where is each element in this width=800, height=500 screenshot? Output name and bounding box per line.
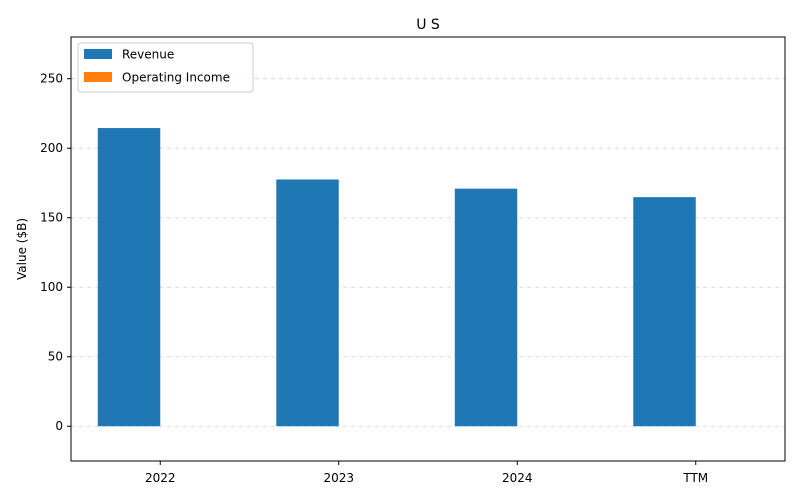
y-tick-label: 100 [40, 280, 63, 294]
legend-frame [77, 42, 254, 93]
y-tick-label: 150 [40, 211, 63, 225]
bar-revenue-2024 [454, 188, 518, 427]
y-tick-label: 200 [40, 141, 63, 155]
legend-label-revenue: Revenue [122, 48, 174, 62]
y-axis-title: Value ($B) [15, 218, 29, 280]
x-tick-label: 2022 [145, 471, 176, 485]
legend-label-operating-income: Operating Income [122, 71, 230, 85]
y-tick-label: 250 [40, 72, 63, 86]
x-tick-label: 2023 [323, 471, 354, 485]
y-axis: 0 50 100 150 200 250 [40, 72, 71, 433]
bar-revenue-ttm [633, 197, 696, 427]
x-tick-label: TTM [682, 471, 708, 485]
x-tick-label: 2024 [502, 471, 533, 485]
bar-revenue-2022 [97, 128, 161, 427]
y-tick-label: 50 [48, 350, 63, 364]
x-axis: 2022 2023 2024 TTM [145, 461, 708, 485]
legend-swatch-revenue [84, 49, 112, 59]
bar-revenue-2023 [276, 179, 339, 427]
y-tick-label: 0 [55, 419, 63, 433]
chart-title: U S [416, 17, 440, 33]
plot-frame [70, 36, 786, 462]
legend-swatch-operating-income [84, 72, 112, 82]
legend: Revenue Operating Income [77, 42, 254, 93]
bars-layer [97, 128, 696, 427]
